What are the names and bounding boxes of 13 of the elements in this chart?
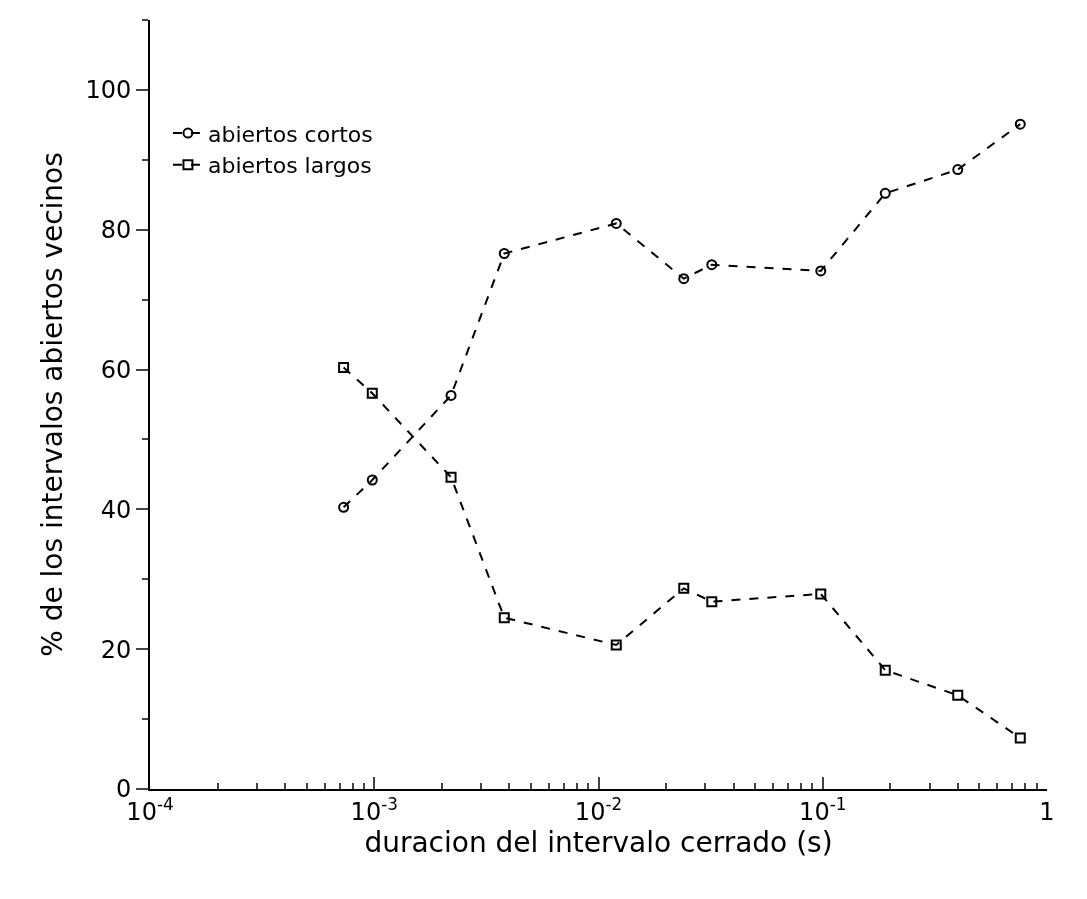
x-axis-title: duracion del intervalo cerrado (s) xyxy=(364,825,833,859)
legend-label: abiertos cortos xyxy=(207,121,373,147)
x-tick-label: 10$^{-2}$ xyxy=(574,793,623,826)
y-tick-label: 40 xyxy=(100,495,132,524)
x-tick-label: 1 xyxy=(1039,797,1055,826)
y-tick-label: 20 xyxy=(100,635,132,664)
y-axis-title: % de los intervalos abiertos vecinos xyxy=(35,152,69,657)
y-tick-label: 80 xyxy=(100,216,132,245)
y-tick-label: 100 xyxy=(85,76,132,105)
x-tick-label: 10$^{-1}$ xyxy=(799,793,847,826)
legend-label: abiertos largos xyxy=(207,153,372,179)
x-tick-label: 10$^{-3}$ xyxy=(350,793,398,826)
y-tick-label: 60 xyxy=(100,355,132,384)
